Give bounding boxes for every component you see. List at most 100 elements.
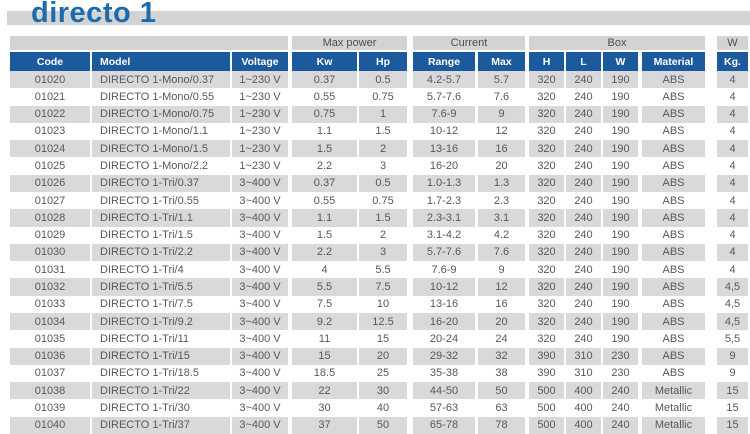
cell-kw: 0.55 — [292, 88, 357, 106]
cell-w: 190 — [603, 261, 638, 279]
cell-kg: 4 — [717, 261, 748, 279]
cell-code: 01040 — [10, 416, 90, 434]
cell-w: 240 — [603, 416, 638, 434]
cell-voltage: 3~400 V — [232, 295, 288, 313]
cell-voltage: 3~400 V — [232, 312, 288, 331]
cell-l: 400 — [566, 416, 601, 434]
cell-material: ABS — [642, 191, 705, 210]
cell-voltage: 3~400 V — [232, 399, 288, 417]
cell-max: 7.6 — [478, 88, 525, 106]
cell-kw: 2.2 — [292, 243, 357, 262]
cell-h: 320 — [529, 330, 564, 348]
cell-code: 01030 — [10, 243, 90, 262]
cell-material: ABS — [642, 243, 705, 262]
table-row: 01024 DIRECTO 1-Mono/1.5 1~230 V 1.5 2 13-16 1… — [10, 140, 748, 158]
cell-max: 50 — [478, 382, 525, 400]
cell-hp: 2 — [359, 140, 407, 158]
cell-voltage: 3~400 V — [232, 364, 288, 383]
cell-kg: 15 — [717, 416, 748, 434]
cell-hp: 50 — [359, 416, 407, 434]
cell-hp: 0.5 — [359, 71, 407, 89]
cell-material: ABS — [642, 105, 705, 123]
page-title: directo 1 — [31, 0, 157, 29]
cell-kw: 0.55 — [292, 191, 357, 210]
cell-l: 310 — [566, 364, 601, 383]
cell-model: DIRECTO 1-Mono/1.1 — [92, 122, 230, 141]
cell-w: 190 — [603, 105, 638, 123]
cell-range: 2.3-3.1 — [413, 209, 475, 227]
cell-h: 320 — [529, 226, 564, 244]
cell-kg: 15 — [717, 382, 748, 400]
cell-kg: 4 — [717, 226, 748, 244]
cell-hp: 1 — [359, 105, 407, 123]
cell-model: DIRECTO 1-Mono/0.37 — [92, 71, 230, 89]
cell-max: 7.6 — [478, 243, 525, 262]
cell-kw: 2.2 — [292, 157, 357, 175]
column-header-h: H — [529, 52, 564, 71]
cell-w: 190 — [603, 140, 638, 158]
cell-range: 35-38 — [413, 364, 475, 383]
cell-hp: 3 — [359, 243, 407, 262]
cell-h: 320 — [529, 243, 564, 262]
cell-h: 320 — [529, 157, 564, 175]
cell-h: 320 — [529, 209, 564, 227]
cell-w: 190 — [603, 122, 638, 141]
cell-kw: 4 — [292, 261, 357, 279]
cell-kg: 4,5 — [717, 295, 748, 313]
cell-h: 500 — [529, 382, 564, 400]
cell-h: 500 — [529, 416, 564, 434]
cell-h: 320 — [529, 122, 564, 141]
cell-l: 240 — [566, 330, 601, 348]
cell-material: ABS — [642, 364, 705, 383]
cell-l: 240 — [566, 191, 601, 210]
cell-kw: 0.37 — [292, 174, 357, 192]
group-header-blank — [10, 36, 288, 50]
cell-model: DIRECTO 1-Tri/0.37 — [92, 174, 230, 192]
cell-model: DIRECTO 1-Tri/0.55 — [92, 191, 230, 210]
cell-code: 01029 — [10, 226, 90, 244]
cell-max: 32 — [478, 347, 525, 365]
cell-max: 9 — [478, 261, 525, 279]
cell-voltage: 3~400 V — [232, 330, 288, 348]
column-header-hp: Hp — [359, 52, 407, 71]
cell-max: 9 — [478, 105, 525, 123]
cell-l: 240 — [566, 71, 601, 89]
cell-h: 320 — [529, 174, 564, 192]
cell-material: ABS — [642, 295, 705, 313]
cell-model: DIRECTO 1-Tri/15 — [92, 347, 230, 365]
cell-hp: 20 — [359, 347, 407, 365]
cell-h: 390 — [529, 364, 564, 383]
cell-model: DIRECTO 1-Mono/2.2 — [92, 157, 230, 175]
cell-max: 5.7 — [478, 71, 525, 89]
cell-voltage: 3~400 V — [232, 347, 288, 365]
cell-kw: 0.37 — [292, 71, 357, 89]
group-header-max-power: Max power — [292, 36, 407, 50]
cell-voltage: 3~400 V — [232, 226, 288, 244]
product-spec-table: Max power Current Box W Code Model Volta… — [10, 36, 748, 434]
cell-kg: 4 — [717, 157, 748, 175]
cell-voltage: 3~400 V — [232, 278, 288, 296]
cell-h: 320 — [529, 278, 564, 296]
cell-w: 190 — [603, 295, 638, 313]
cell-model: DIRECTO 1-Tri/18.5 — [92, 364, 230, 383]
cell-w: 190 — [603, 278, 638, 296]
cell-range: 16-20 — [413, 157, 475, 175]
cell-code: 01022 — [10, 105, 90, 123]
cell-max: 38 — [478, 364, 525, 383]
title-underline-bar — [7, 11, 750, 25]
cell-kg: 4 — [717, 209, 748, 227]
cell-kw: 9.2 — [292, 312, 357, 331]
cell-max: 16 — [478, 140, 525, 158]
cell-code: 01036 — [10, 347, 90, 365]
cell-voltage: 3~400 V — [232, 416, 288, 434]
cell-code: 01020 — [10, 71, 90, 89]
cell-voltage: 1~230 V — [232, 71, 288, 89]
cell-kg: 9 — [717, 347, 748, 365]
cell-model: DIRECTO 1-Tri/4 — [92, 261, 230, 279]
column-header-voltage: Voltage — [232, 52, 288, 71]
cell-voltage: 3~400 V — [232, 261, 288, 279]
cell-h: 500 — [529, 399, 564, 417]
cell-voltage: 1~230 V — [232, 140, 288, 158]
cell-w: 190 — [603, 191, 638, 210]
table-row: 01035 DIRECTO 1-Tri/11 3~400 V 11 15 20-24 24 3… — [10, 330, 748, 348]
